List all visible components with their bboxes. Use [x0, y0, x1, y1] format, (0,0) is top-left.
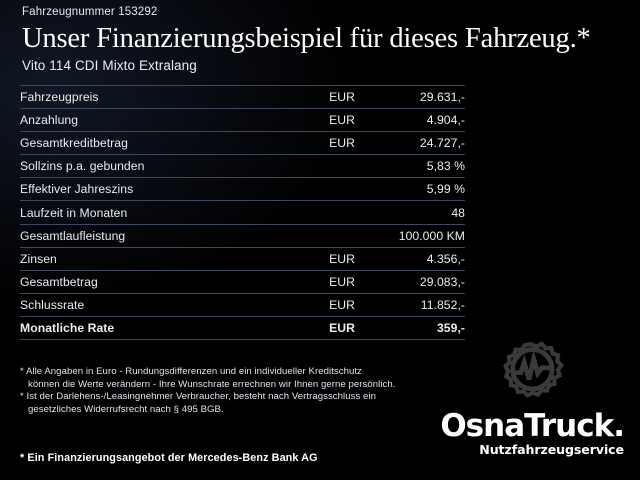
row-label: Gesamtlaufleistung [20, 223, 270, 248]
table-row: Effektiver Jahreszins 5,99 % [20, 177, 465, 201]
row-currency: EUR [270, 84, 355, 109]
row-value: 29.631,- [355, 84, 465, 109]
row-currency: EUR [270, 292, 355, 317]
row-currency: EUR [270, 315, 355, 341]
row-currency [270, 200, 355, 225]
header: Fahrzeugnummer 153292 Unser Finanzierung… [22, 4, 626, 75]
row-label: Gesamtkreditbetrag [20, 131, 270, 155]
table-row-monthly-rate: Monatliche Rate EUR 359,- [20, 315, 465, 341]
row-label: Zinsen [20, 246, 270, 271]
table-row: Schlussrate EUR 11.852,- [20, 292, 465, 317]
row-currency [270, 223, 355, 248]
row-currency: EUR [270, 269, 355, 294]
bank-offer-note: * Ein Finanzierungsangebot der Mercedes-… [20, 452, 318, 464]
row-value: 5,83 % [355, 154, 465, 178]
footnote-line-4: gesetzliches Widerrufsrecht nach § 495 B… [28, 403, 224, 415]
row-value: 48 [355, 200, 465, 225]
table-row: Fahrzeugpreis EUR 29.631,- [20, 84, 465, 109]
logo-tagline: Nutzfahrzeugservice [479, 442, 624, 457]
row-label: Gesamtbetrag [20, 269, 270, 294]
finance-table-body: Fahrzeugpreis EUR 29.631,- Anzahlung EUR… [20, 84, 465, 341]
page-title: Unser Finanzierungsbeispiel für dieses F… [22, 22, 591, 54]
footnotes: * Alle Angaben in Euro - Rundungsdiffere… [20, 366, 490, 416]
logo-company-name: OsnaTruck. [440, 408, 625, 444]
row-label: Fahrzeugpreis [20, 84, 270, 109]
table-row: Sollzins p.a. gebunden 5,83 % [20, 154, 465, 178]
row-value: 29.083,- [355, 269, 465, 294]
row-value: 359,- [355, 315, 465, 341]
row-label: Monatliche Rate [20, 315, 270, 341]
row-label: Schlussrate [20, 292, 270, 317]
finance-table: Fahrzeugpreis EUR 29.631,- Anzahlung EUR… [20, 84, 465, 341]
row-value: 24.727,- [355, 131, 465, 155]
table-row: Zinsen EUR 4.356,- [20, 246, 465, 271]
gear-pulse-icon [494, 340, 568, 408]
footnote-line-2: können die Werte verändern - Ihre Wunsch… [28, 378, 396, 390]
row-label: Anzahlung [20, 108, 270, 132]
row-value: 4.904,- [355, 108, 465, 132]
table-row: Gesamtkreditbetrag EUR 24.727,- [20, 131, 465, 155]
table-row: Anzahlung EUR 4.904,- [20, 108, 465, 132]
footnote-line-1: * Alle Angaben in Euro - Rundungsdiffere… [20, 366, 362, 377]
row-currency [270, 154, 355, 178]
row-value: 11.852,- [355, 292, 465, 317]
row-value: 100.000 KM [355, 223, 465, 248]
row-label: Laufzeit in Monaten [20, 200, 270, 225]
row-value: 5,99 % [355, 177, 465, 201]
row-label: Sollzins p.a. gebunden [20, 154, 270, 178]
table-row: Gesamtbetrag EUR 29.083,- [20, 269, 465, 294]
company-logo: OsnaTruck. Nutzfahrzeugservice [422, 340, 632, 470]
row-currency [270, 177, 355, 201]
vehicle-model: Vito 114 CDI Mixto Extralang [22, 58, 197, 73]
table-row: Gesamtlaufleistung 100.000 KM [20, 223, 465, 248]
row-currency: EUR [270, 246, 355, 271]
footnote-line-3: * Ist der Darlehens-/Leasingnehmer Verbr… [20, 391, 376, 403]
row-currency: EUR [270, 131, 355, 155]
row-currency: EUR [270, 108, 355, 132]
row-value: 4.356,- [355, 246, 465, 271]
logo-wordmark: OsnaTruck. Nutzfahrzeugservice [422, 410, 632, 458]
vehicle-number: Fahrzeugnummer 153292 [22, 6, 158, 18]
table-row: Laufzeit in Monaten 48 [20, 200, 465, 225]
row-label: Effektiver Jahreszins [20, 177, 270, 201]
